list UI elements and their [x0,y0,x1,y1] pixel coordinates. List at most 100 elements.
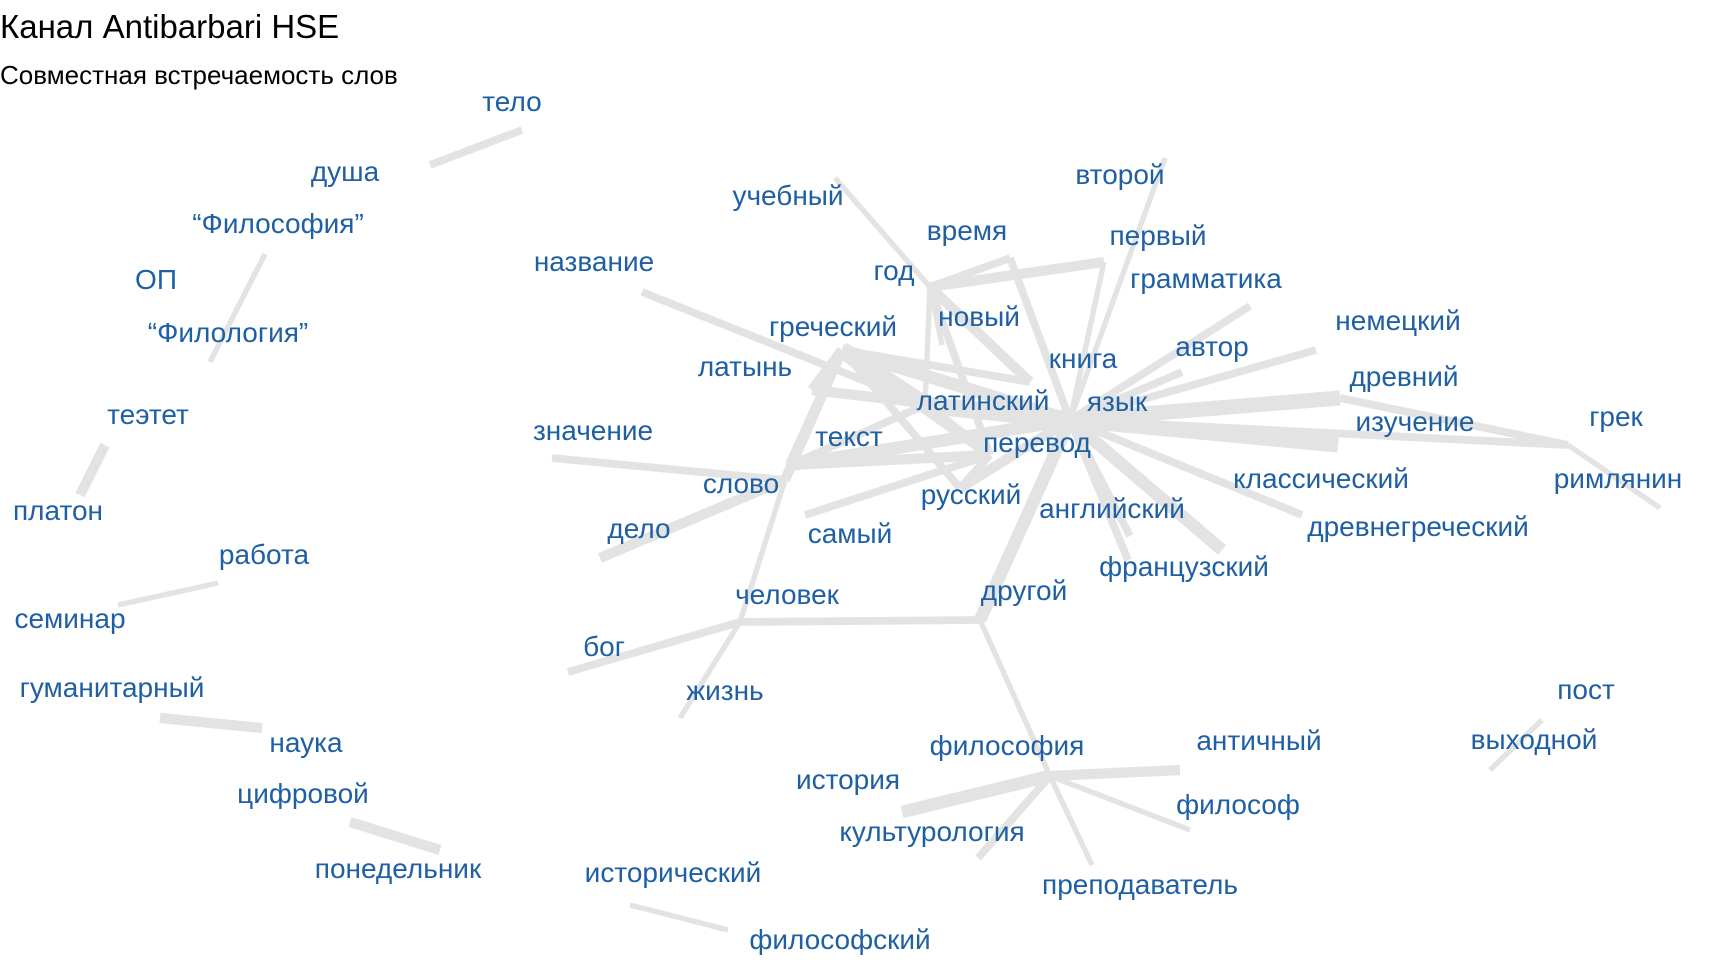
edge-gumanitarny-nauka [159,712,263,734]
edge-perevod-samiy [803,451,992,519]
node-label-vtoroy: второй [1075,159,1164,190]
edge-istoricheskiy-filosofskiy [629,902,729,933]
node-label-teetet: теэтет [107,399,189,430]
node-label-filosofiya: философия [930,730,1085,761]
node-label-kniga: книга [1049,343,1118,374]
node-label-uchebny: учебный [732,180,843,211]
edge-god-latinskiy [922,286,933,406]
node-label-yazyk: язык [1087,386,1148,417]
node-label-grecheskiy: греческий [769,311,897,342]
node-label-perviy: первый [1110,220,1207,251]
node-label-antichniy: античный [1196,725,1321,756]
node-label-nazvanie: название [534,246,654,277]
node-label-seminar: семинар [14,603,125,634]
node-label-angliyskiy: английский [1039,493,1185,524]
node-label-rabota: работа [219,539,310,570]
edge-filosofia_q-filologia_q [207,252,268,364]
node-label-istoriya: история [796,764,900,795]
node-label-god: год [874,255,915,286]
edge-slovo-delo [598,475,787,563]
node-label-platon: платон [13,495,103,526]
edge-god-kniga [926,283,1034,386]
edge-filosofiya-filosof [1049,773,1191,833]
node-label-klassicheskiy: классический [1233,463,1409,494]
edge-latinskiy-tekst [788,401,927,469]
edge-yazyk-drevniy [1069,390,1341,428]
edge-grecheskiy-kniga [841,346,1031,386]
node-label-telo: тело [482,86,541,117]
node-label-rimlyanin: римлянин [1554,463,1683,494]
edge-latinskiy-perevod [921,400,994,460]
edge-uchebny-god [832,176,933,289]
edge-filosofiya-prepodavatel [1047,774,1095,867]
node-label-izuchenie: изучение [1356,406,1475,437]
node-label-drugoy: другой [981,575,1067,606]
node-label-ponedelnik: понедельник [315,853,482,884]
edge-post-vyhodnoy [1488,718,1544,772]
graph-title: Канал Antibarbari HSE [0,8,339,45]
node-label-filosofskiy: философский [749,924,930,955]
node-label-slovo: слово [703,468,779,499]
node-label-gumanitarny: гуманитарный [20,672,205,703]
edge-cifrovoy-ponedelnik [348,817,442,855]
edge-drugoy-filosofiya [977,618,1053,778]
node-label-znachenie: значение [533,415,653,446]
node-label-nemeckiy: немецкий [1335,305,1460,336]
edge-grammatika-yazyk [1067,302,1253,424]
edge-grek-rimlyanin [1566,442,1662,511]
graph-subtitle: Совместная встречаемость слов [0,60,398,90]
edge-slovo-chelovek [737,479,788,623]
edge-filosofiya-antichniy [1049,764,1181,782]
node-label-dusha: душа [311,156,380,187]
node-label-filosofia_q: “Философия” [192,208,364,239]
node-label-cifrovoy: цифровой [237,778,369,809]
node-label-perevod: перевод [983,427,1091,458]
node-label-francuzskiy: французский [1099,551,1269,582]
edge-vtoroy-yazyk [1067,157,1168,421]
edge-yazyk-angliyskiy [1066,418,1134,538]
edge-rabota-seminar [117,580,219,608]
edge-chelovek-drugoy [739,616,981,626]
edge-yazyk-klassicheskiy [1068,416,1304,519]
node-label-russkiy: русский [921,479,1021,510]
node-label-bog: бог [583,631,625,662]
edge-chelovek-zhizn [677,620,743,720]
edge-yazyk-nemeckiy [1068,346,1318,424]
node-label-filosof: философ [1176,789,1300,820]
node-label-drevniy: древний [1349,361,1458,392]
edges-layer [75,126,1662,933]
node-label-avtor: автор [1175,331,1249,362]
node-label-latinskiy: латинский [917,385,1050,416]
edge-perviy-yazyk [1067,261,1107,421]
node-label-op: ОП [135,264,177,295]
edge-drevniy-grek [1339,394,1569,449]
edge-vremya-yazyk [1006,256,1074,422]
node-label-grammatika: грамматика [1130,263,1282,294]
node-label-istoricheskiy: исторический [585,857,762,888]
edge-teetet-platon [75,442,110,498]
node-label-post: пост [1557,674,1615,705]
edge-yazyk-drevnegrecheskiy [1065,415,1227,555]
node-label-drevnegrecheskiy: древнегреческий [1307,511,1529,542]
node-label-nauka: наука [269,727,343,758]
edge-yazyk-tekst [789,413,1071,472]
edge-yazyk-drugoy [974,417,1076,623]
edge-nazvanie-latinskiy [640,288,927,409]
node-label-kulturologiya: культурология [839,816,1024,847]
node-label-vremya: время [927,215,1007,246]
edge-chelovek-bog [566,618,742,676]
node-label-noviy: новый [938,301,1020,332]
edge-yazyk-grek [1069,416,1569,449]
edge-yazyk-avtor [1068,368,1184,424]
node-label-vyhodnoy: выходной [1471,724,1598,755]
edge-perevod-tekst [789,449,991,471]
edge-latinskiy-yazyk [924,396,1071,429]
node-label-grek: грек [1589,401,1643,432]
node-label-chelovek: человек [735,579,840,610]
edge-znachenie-slovo [551,454,786,484]
edge-yazyk-russkiy [957,415,1073,493]
node-label-prepodavatel: преподаватель [1042,869,1238,900]
node-label-filologia_q: “Филология” [148,317,308,348]
node-label-delo: дело [607,513,670,544]
